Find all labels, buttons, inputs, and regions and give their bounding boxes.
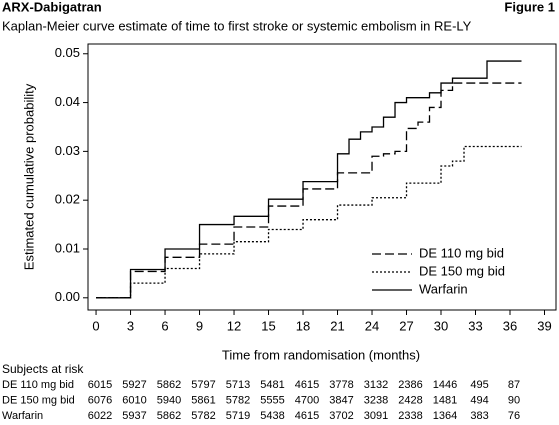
km-curve xyxy=(96,145,522,299)
y-tick-label: 0.00 xyxy=(55,289,80,304)
km-curve xyxy=(96,82,522,299)
risk-value: 5797 xyxy=(191,379,215,391)
y-tick-label: 0.01 xyxy=(55,240,80,255)
risk-value: 5782 xyxy=(226,394,250,406)
risk-value: 494 xyxy=(470,394,488,406)
risk-value: 6010 xyxy=(122,394,146,406)
risk-value: 87 xyxy=(508,379,520,391)
risk-value: 3091 xyxy=(364,410,388,422)
risk-value: 5861 xyxy=(191,394,215,406)
risk-value: 2428 xyxy=(398,394,422,406)
risk-value: 5862 xyxy=(157,379,181,391)
x-tick-label: 27 xyxy=(399,318,413,333)
header: ARX-Dabigatran xyxy=(2,0,102,14)
x-tick-label: 21 xyxy=(330,318,344,333)
risk-value: 5719 xyxy=(226,410,250,422)
risk-value: 3847 xyxy=(329,394,353,406)
risk-value: 90 xyxy=(508,394,520,406)
risk-value: 5927 xyxy=(122,379,146,391)
x-tick-label: 39 xyxy=(537,318,551,333)
risk-value: 2338 xyxy=(398,410,422,422)
x-tick-label: 18 xyxy=(296,318,310,333)
risk-value: 6015 xyxy=(88,379,112,391)
x-tick-label: 6 xyxy=(161,318,168,333)
risk-value: 3778 xyxy=(329,379,353,391)
risk-value: 5713 xyxy=(226,379,250,391)
y-tick-label: 0.04 xyxy=(55,94,80,109)
risk-value: 495 xyxy=(470,379,488,391)
risk-value: 5937 xyxy=(122,410,146,422)
legend-label: Warfarin xyxy=(419,281,468,296)
risk-value: 5481 xyxy=(260,379,284,391)
x-tick-label: 9 xyxy=(196,318,203,333)
risk-value: 2386 xyxy=(398,379,422,391)
x-tick-label: 3 xyxy=(127,318,134,333)
risk-value: 6022 xyxy=(88,410,112,422)
risk-value: 5438 xyxy=(260,410,284,422)
risk-value: 3238 xyxy=(364,394,388,406)
y-tick-label: 0.02 xyxy=(55,192,80,207)
figure-label: Figure 1 xyxy=(504,0,555,14)
legend-label: DE 150 mg bid xyxy=(419,263,505,278)
x-tick-label: 33 xyxy=(468,318,482,333)
risk-row-label: Warfarin xyxy=(2,410,43,422)
plot-frame xyxy=(87,43,557,311)
km-curve xyxy=(96,60,522,299)
risk-value: 1481 xyxy=(433,394,457,406)
risk-row-label: DE 150 mg bid xyxy=(2,394,75,406)
legend-label: DE 110 mg bid xyxy=(419,245,504,260)
risk-value: 4615 xyxy=(295,379,319,391)
chart-title: Kaplan-Meier curve estimate of time to f… xyxy=(2,18,472,33)
risk-value: 6076 xyxy=(88,394,112,406)
risk-value: 76 xyxy=(508,410,520,422)
risk-value: 5940 xyxy=(157,394,181,406)
risk-value: 4615 xyxy=(295,410,319,422)
risk-value: 5782 xyxy=(191,410,215,422)
risk-row-label: DE 110 mg bid xyxy=(2,379,74,391)
y-axis-label: Estimated cumulative probability xyxy=(21,83,36,270)
x-tick-label: 24 xyxy=(365,318,379,333)
x-tick-label: 0 xyxy=(92,318,99,333)
y-tick-label: 0.05 xyxy=(55,45,80,60)
x-tick-label: 12 xyxy=(227,318,241,333)
risk-value: 383 xyxy=(470,410,488,422)
risk-value: 5555 xyxy=(260,394,284,406)
risk-value: 3132 xyxy=(364,379,388,391)
x-tick-label: 15 xyxy=(261,318,275,333)
x-tick-label: 36 xyxy=(503,318,517,333)
y-tick-label: 0.03 xyxy=(55,143,80,158)
risk-value: 1364 xyxy=(433,410,457,422)
risk-value: 5862 xyxy=(157,410,181,422)
risk-value: 3702 xyxy=(329,410,353,422)
x-axis-label: Time from randomisation (months) xyxy=(222,347,420,362)
risk-value: 1446 xyxy=(433,379,457,391)
risk-value: 4700 xyxy=(295,394,319,406)
x-tick-label: 30 xyxy=(434,318,448,333)
risk-title: Subjects at risk xyxy=(2,362,84,376)
